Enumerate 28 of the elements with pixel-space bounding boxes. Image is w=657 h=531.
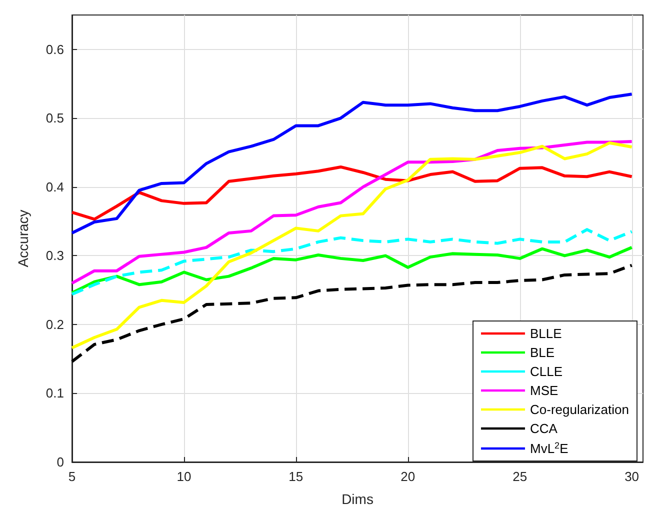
legend-label: CLLE	[530, 364, 563, 379]
x-axis-title: Dims	[342, 491, 374, 507]
legend-label: BLE	[530, 345, 555, 360]
y-tick-label: 0	[56, 454, 64, 470]
line-series	[70, 228, 634, 296]
y-axis-title: Accuracy	[15, 210, 31, 268]
x-tick-label: 15	[288, 469, 304, 484]
line-series	[70, 141, 634, 350]
legend-label: CCA	[530, 421, 558, 436]
x-tick-label: 20	[400, 469, 416, 484]
legend-label: MSE	[530, 383, 559, 398]
legend-label: Co-regularization	[530, 402, 630, 417]
y-tick-label: 0.2	[46, 316, 64, 332]
line-series	[70, 165, 634, 221]
x-tick-label: 5	[68, 469, 76, 484]
x-tick-label: 25	[512, 469, 528, 484]
y-tick-label: 0.6	[46, 42, 64, 57]
y-tick-label: 0.3	[46, 248, 64, 264]
y-tick-label: 0.1	[46, 386, 64, 401]
line-series	[70, 246, 634, 294]
line-series	[70, 264, 634, 364]
y-tick-label: 0.4	[46, 179, 64, 194]
line-series	[70, 92, 634, 234]
x-tick-label: 30	[624, 469, 640, 484]
line-series	[70, 140, 634, 285]
x-tick-label: 10	[176, 469, 192, 484]
y-tick-label: 0.5	[46, 110, 64, 126]
legend-label: BLLE	[530, 326, 562, 341]
